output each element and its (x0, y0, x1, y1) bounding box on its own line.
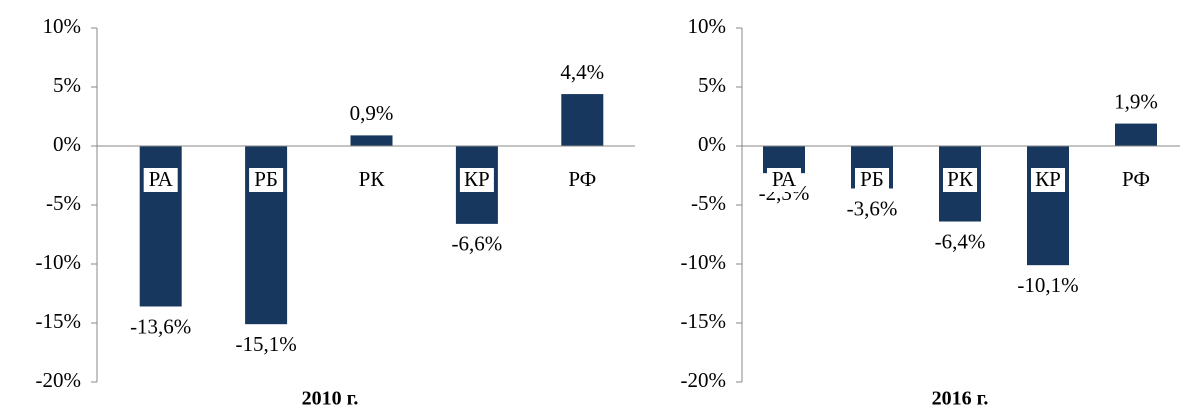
y-tick-label: -5% (46, 191, 81, 215)
value-label: -10,1% (1017, 273, 1078, 297)
chart-title: 2016 г. (932, 388, 989, 410)
x-tick-label: КР (1035, 167, 1061, 191)
category-label-bg (943, 168, 977, 192)
y-tick-label: -10% (681, 250, 727, 274)
chart-title: 2010 г. (302, 388, 359, 410)
category-label-bg (1031, 168, 1065, 192)
value-label: -3,6% (847, 196, 898, 220)
category-label-bg (354, 168, 389, 192)
bar (350, 135, 393, 146)
bar (1027, 146, 1069, 266)
y-tick-label: -5% (691, 191, 726, 215)
category-label-bg (565, 168, 600, 192)
value-label: -6,4% (935, 229, 986, 253)
y-tick-label: 0% (53, 132, 81, 156)
x-tick-label: РФ (568, 167, 596, 191)
x-tick-label: РА (772, 167, 797, 191)
value-label: -6,6% (452, 232, 503, 256)
y-tick-label: 10% (688, 14, 727, 38)
value-label: 1,9% (1114, 89, 1158, 113)
value-label: -15,1% (235, 332, 296, 356)
category-label-bg (1119, 168, 1153, 192)
category-label-bg (855, 168, 889, 192)
value-label: -13,6% (130, 314, 191, 338)
x-tick-label: КР (464, 167, 490, 191)
x-tick-label: РА (149, 167, 174, 191)
y-tick-label: 5% (53, 73, 81, 97)
x-tick-label: РБ (860, 167, 884, 191)
category-label-bg (143, 168, 178, 192)
category-label-bg (249, 168, 284, 192)
x-tick-label: РК (359, 167, 386, 191)
x-tick-label: РК (947, 167, 974, 191)
x-tick-label: РБ (254, 167, 278, 191)
y-tick-label: 10% (43, 14, 82, 38)
y-tick-label: 5% (698, 73, 726, 97)
category-label-bg (459, 168, 494, 192)
y-tick-label: -15% (36, 309, 82, 333)
y-tick-label: -20% (36, 368, 82, 392)
value-label: 0,9% (350, 101, 394, 125)
y-tick-label: 0% (698, 132, 726, 156)
category-label-bg (767, 168, 801, 192)
bar (561, 94, 604, 146)
value-label: 4,4% (560, 60, 604, 84)
y-tick-label: -15% (681, 309, 727, 333)
y-tick-label: -10% (36, 250, 82, 274)
y-tick-label: -20% (681, 368, 727, 392)
bar (1115, 123, 1157, 146)
x-tick-label: РФ (1122, 167, 1150, 191)
